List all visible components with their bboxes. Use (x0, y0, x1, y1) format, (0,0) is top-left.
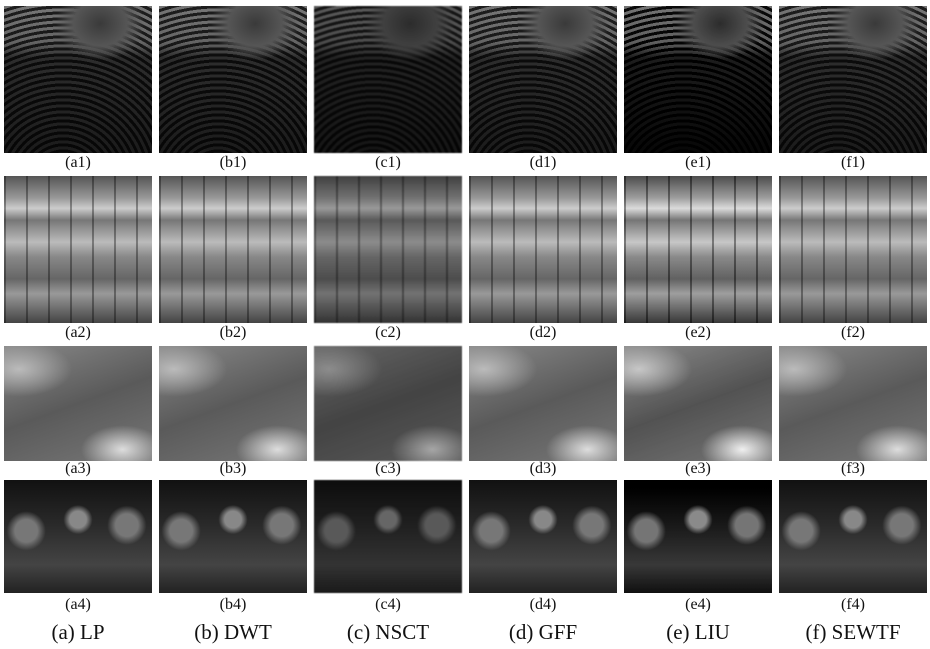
image-panel (469, 176, 617, 323)
panel-caption: (a4) (4, 596, 152, 614)
panel-caption: (f1) (779, 154, 927, 172)
panel-caption: (a2) (4, 324, 152, 342)
image-panel (779, 6, 927, 153)
method-label: (f) SEWTF (779, 620, 927, 644)
image-panel (624, 176, 772, 323)
panel-caption: (b3) (159, 460, 307, 478)
image-panel (159, 480, 307, 593)
figure: (a1) (a2) (a3) (a4) (a) LP (b1) (b2) (b3) (b4) (b… (0, 0, 930, 649)
image-panel (314, 346, 462, 461)
method-label: (a) LP (4, 620, 152, 644)
image-panel (4, 346, 152, 461)
panel-caption: (c1) (314, 154, 462, 172)
method-label: (c) NSCT (314, 620, 462, 644)
image-panel (314, 176, 462, 323)
panel-caption: (d4) (469, 596, 617, 614)
image-panel (159, 346, 307, 461)
image-panel (4, 176, 152, 323)
method-label: (b) DWT (159, 620, 307, 644)
panel-caption: (d2) (469, 324, 617, 342)
panel-caption: (e4) (624, 596, 772, 614)
image-panel (624, 6, 772, 153)
image-panel (314, 6, 462, 153)
panel-caption: (f4) (779, 596, 927, 614)
panel-caption: (a1) (4, 154, 152, 172)
method-label: (e) LIU (624, 620, 772, 644)
panel-caption: (b2) (159, 324, 307, 342)
image-panel (779, 480, 927, 593)
method-label: (d) GFF (469, 620, 617, 644)
panel-caption: (c3) (314, 460, 462, 478)
image-panel (314, 480, 462, 593)
image-panel (469, 346, 617, 461)
image-panel (779, 176, 927, 323)
panel-caption: (f2) (779, 324, 927, 342)
panel-caption: (b1) (159, 154, 307, 172)
image-panel (4, 480, 152, 593)
image-panel (469, 480, 617, 593)
image-panel (624, 346, 772, 461)
panel-caption: (c4) (314, 596, 462, 614)
panel-caption: (d3) (469, 460, 617, 478)
image-panel (469, 6, 617, 153)
panel-caption: (e2) (624, 324, 772, 342)
panel-caption: (e1) (624, 154, 772, 172)
panel-caption: (b4) (159, 596, 307, 614)
panel-caption: (c2) (314, 324, 462, 342)
panel-caption: (a3) (4, 460, 152, 478)
panel-caption: (e3) (624, 460, 772, 478)
image-panel (779, 346, 927, 461)
image-panel (624, 480, 772, 593)
image-panel (159, 176, 307, 323)
image-panel (159, 6, 307, 153)
panel-caption: (d1) (469, 154, 617, 172)
panel-caption: (f3) (779, 460, 927, 478)
image-panel (4, 6, 152, 153)
